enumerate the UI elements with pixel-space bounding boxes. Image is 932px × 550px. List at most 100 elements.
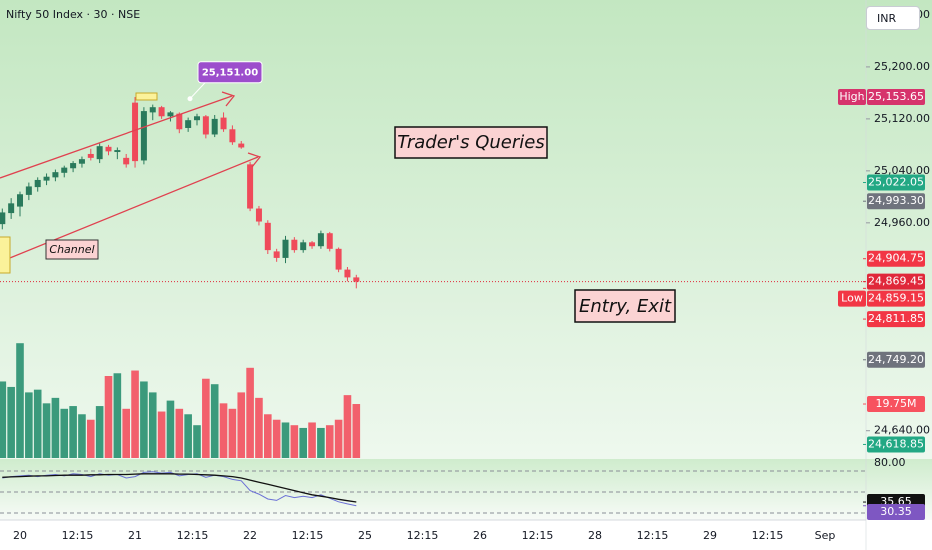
callout-label: 25,151.00 [202, 68, 258, 79]
candle-body [70, 163, 77, 169]
badge-name: High [839, 90, 864, 103]
y-tick-label: 24,640.00 [874, 424, 930, 437]
price-badge-label: 24,993.30 [868, 194, 924, 207]
price-badge [867, 436, 925, 453]
candle-body [52, 172, 59, 178]
volume-bar [113, 373, 122, 458]
price-badge-label: 24,859.15 [868, 292, 924, 305]
y-tick-label: 25,120.00 [874, 112, 930, 125]
price-badge [867, 273, 925, 290]
arrow-head [221, 91, 236, 107]
candle-body [61, 167, 68, 173]
volume-bar [202, 378, 210, 458]
channel-line [0, 156, 259, 263]
candle-body [273, 251, 280, 258]
callout-stem [189, 82, 206, 100]
annotation-box [574, 289, 676, 323]
candle-body [105, 146, 112, 152]
candle-body [317, 233, 324, 247]
volume-bar [148, 392, 157, 458]
candle-body [211, 118, 218, 135]
x-tick-label: 12:15 [522, 529, 554, 542]
volume-bar [51, 397, 60, 458]
time-axis [0, 520, 932, 550]
volume-bar [290, 425, 299, 458]
price-badge-label: 25,153.65 [868, 90, 924, 103]
candle-body [43, 176, 50, 181]
x-tick-label: 28 [588, 529, 602, 542]
volume-bar [60, 408, 69, 458]
volume-bar [308, 422, 316, 458]
annotation-box [45, 239, 99, 260]
candle-body [300, 242, 307, 251]
rsi-tick-label: 80.00 [874, 456, 906, 469]
annotation: Entry, Exit [579, 296, 672, 317]
x-tick-label: 20 [13, 529, 27, 542]
volume-bar [281, 422, 290, 458]
volume-bar [228, 408, 237, 458]
x-tick-label: 12:15 [637, 529, 669, 542]
candle-body [132, 102, 139, 162]
y-tick-label: 25,200.00 [874, 60, 930, 73]
annotation: Channel [49, 243, 94, 256]
volume-bar [325, 425, 334, 458]
volume-bar [193, 425, 201, 458]
volume-bar [317, 427, 325, 458]
price-badge-label: 24,618.85 [868, 437, 924, 450]
price-badge [867, 396, 925, 413]
volume-bar [237, 392, 246, 458]
annotation-box [394, 126, 548, 159]
candle-body [326, 233, 333, 249]
chart-title: Nifty 50 Index · 30 · NSE [6, 8, 140, 21]
price-pane [0, 0, 932, 459]
x-tick-label: 21 [128, 529, 142, 542]
volume-bar [299, 427, 307, 458]
candle-body [238, 143, 245, 148]
price-badge [867, 504, 925, 520]
x-tick-label: 12:15 [177, 529, 209, 542]
volume-bar [7, 386, 15, 458]
price-badge [867, 193, 925, 210]
badge-name: Low [841, 292, 863, 305]
candle-body [247, 164, 254, 209]
x-tick-label: 12:15 [752, 529, 784, 542]
volume-bar [264, 414, 272, 458]
candle-body [264, 222, 271, 251]
rsi-pane [0, 459, 932, 520]
volume-bar [140, 381, 148, 458]
price-badge [867, 89, 925, 106]
candle-body [229, 129, 236, 143]
volume-bar [25, 392, 33, 458]
candle-body [194, 116, 200, 121]
volume-bar [157, 411, 166, 458]
price-badge-label: 24,869.45 [868, 275, 924, 288]
volume-bar [78, 414, 86, 458]
x-tick-label: 12:15 [407, 529, 439, 542]
candle-body [158, 107, 165, 117]
volume-bar [166, 400, 175, 458]
x-tick-label: 29 [703, 529, 717, 542]
candle-body [25, 186, 32, 195]
channel-line [0, 95, 233, 179]
volume-bar [104, 376, 113, 458]
volume-bar [255, 397, 263, 458]
volume-bar [219, 403, 228, 458]
price-badge [867, 311, 925, 328]
price-badge-label: 24,749.20 [868, 353, 924, 366]
volume-bar [334, 419, 343, 458]
x-tick-label: 26 [473, 529, 487, 542]
candle-body [255, 208, 262, 222]
price-badge-label: 25,022.05 [868, 176, 924, 189]
candle-body [34, 179, 41, 188]
currency-button[interactable]: INR [866, 6, 920, 30]
price-badge-label: 30.35 [880, 505, 912, 518]
candle-body [309, 242, 316, 247]
candle-body [96, 146, 103, 160]
candle-body [353, 277, 360, 282]
volume-bar [272, 419, 281, 458]
drawings: Channel Trader's Queries Entry, Exit 25,… [0, 61, 676, 323]
candle-body [123, 157, 130, 165]
x-tick-label: Sep [815, 529, 836, 542]
x-tick-label: 12:15 [292, 529, 324, 542]
volume-bar [343, 395, 352, 458]
